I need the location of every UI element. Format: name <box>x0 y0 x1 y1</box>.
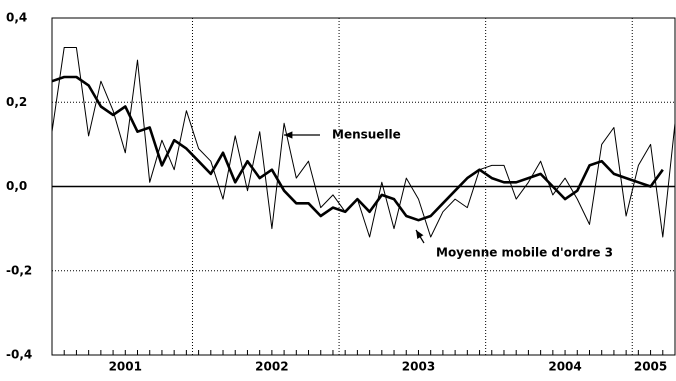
y-tick-label: 0,2 <box>6 95 27 109</box>
x-tick-label: 2001 <box>109 360 142 374</box>
series-line <box>51 47 676 238</box>
x-tick-label: 2004 <box>548 360 581 374</box>
annotation-arrow <box>415 229 425 244</box>
legend-label: Mensuelle <box>332 128 401 142</box>
series-line <box>51 75 664 222</box>
legend-label: Moyenne mobile d'ordre 3 <box>436 246 613 260</box>
y-tick-label: 0,4 <box>6 11 27 25</box>
y-tick-label: -0,4 <box>6 348 32 362</box>
x-tick-label: 2005 <box>634 360 667 374</box>
x-tick-label: 2003 <box>402 360 435 374</box>
y-tick-label: -0,2 <box>6 263 32 277</box>
x-tick-label: 2002 <box>255 360 288 374</box>
y-tick-label: 0,0 <box>6 179 27 193</box>
